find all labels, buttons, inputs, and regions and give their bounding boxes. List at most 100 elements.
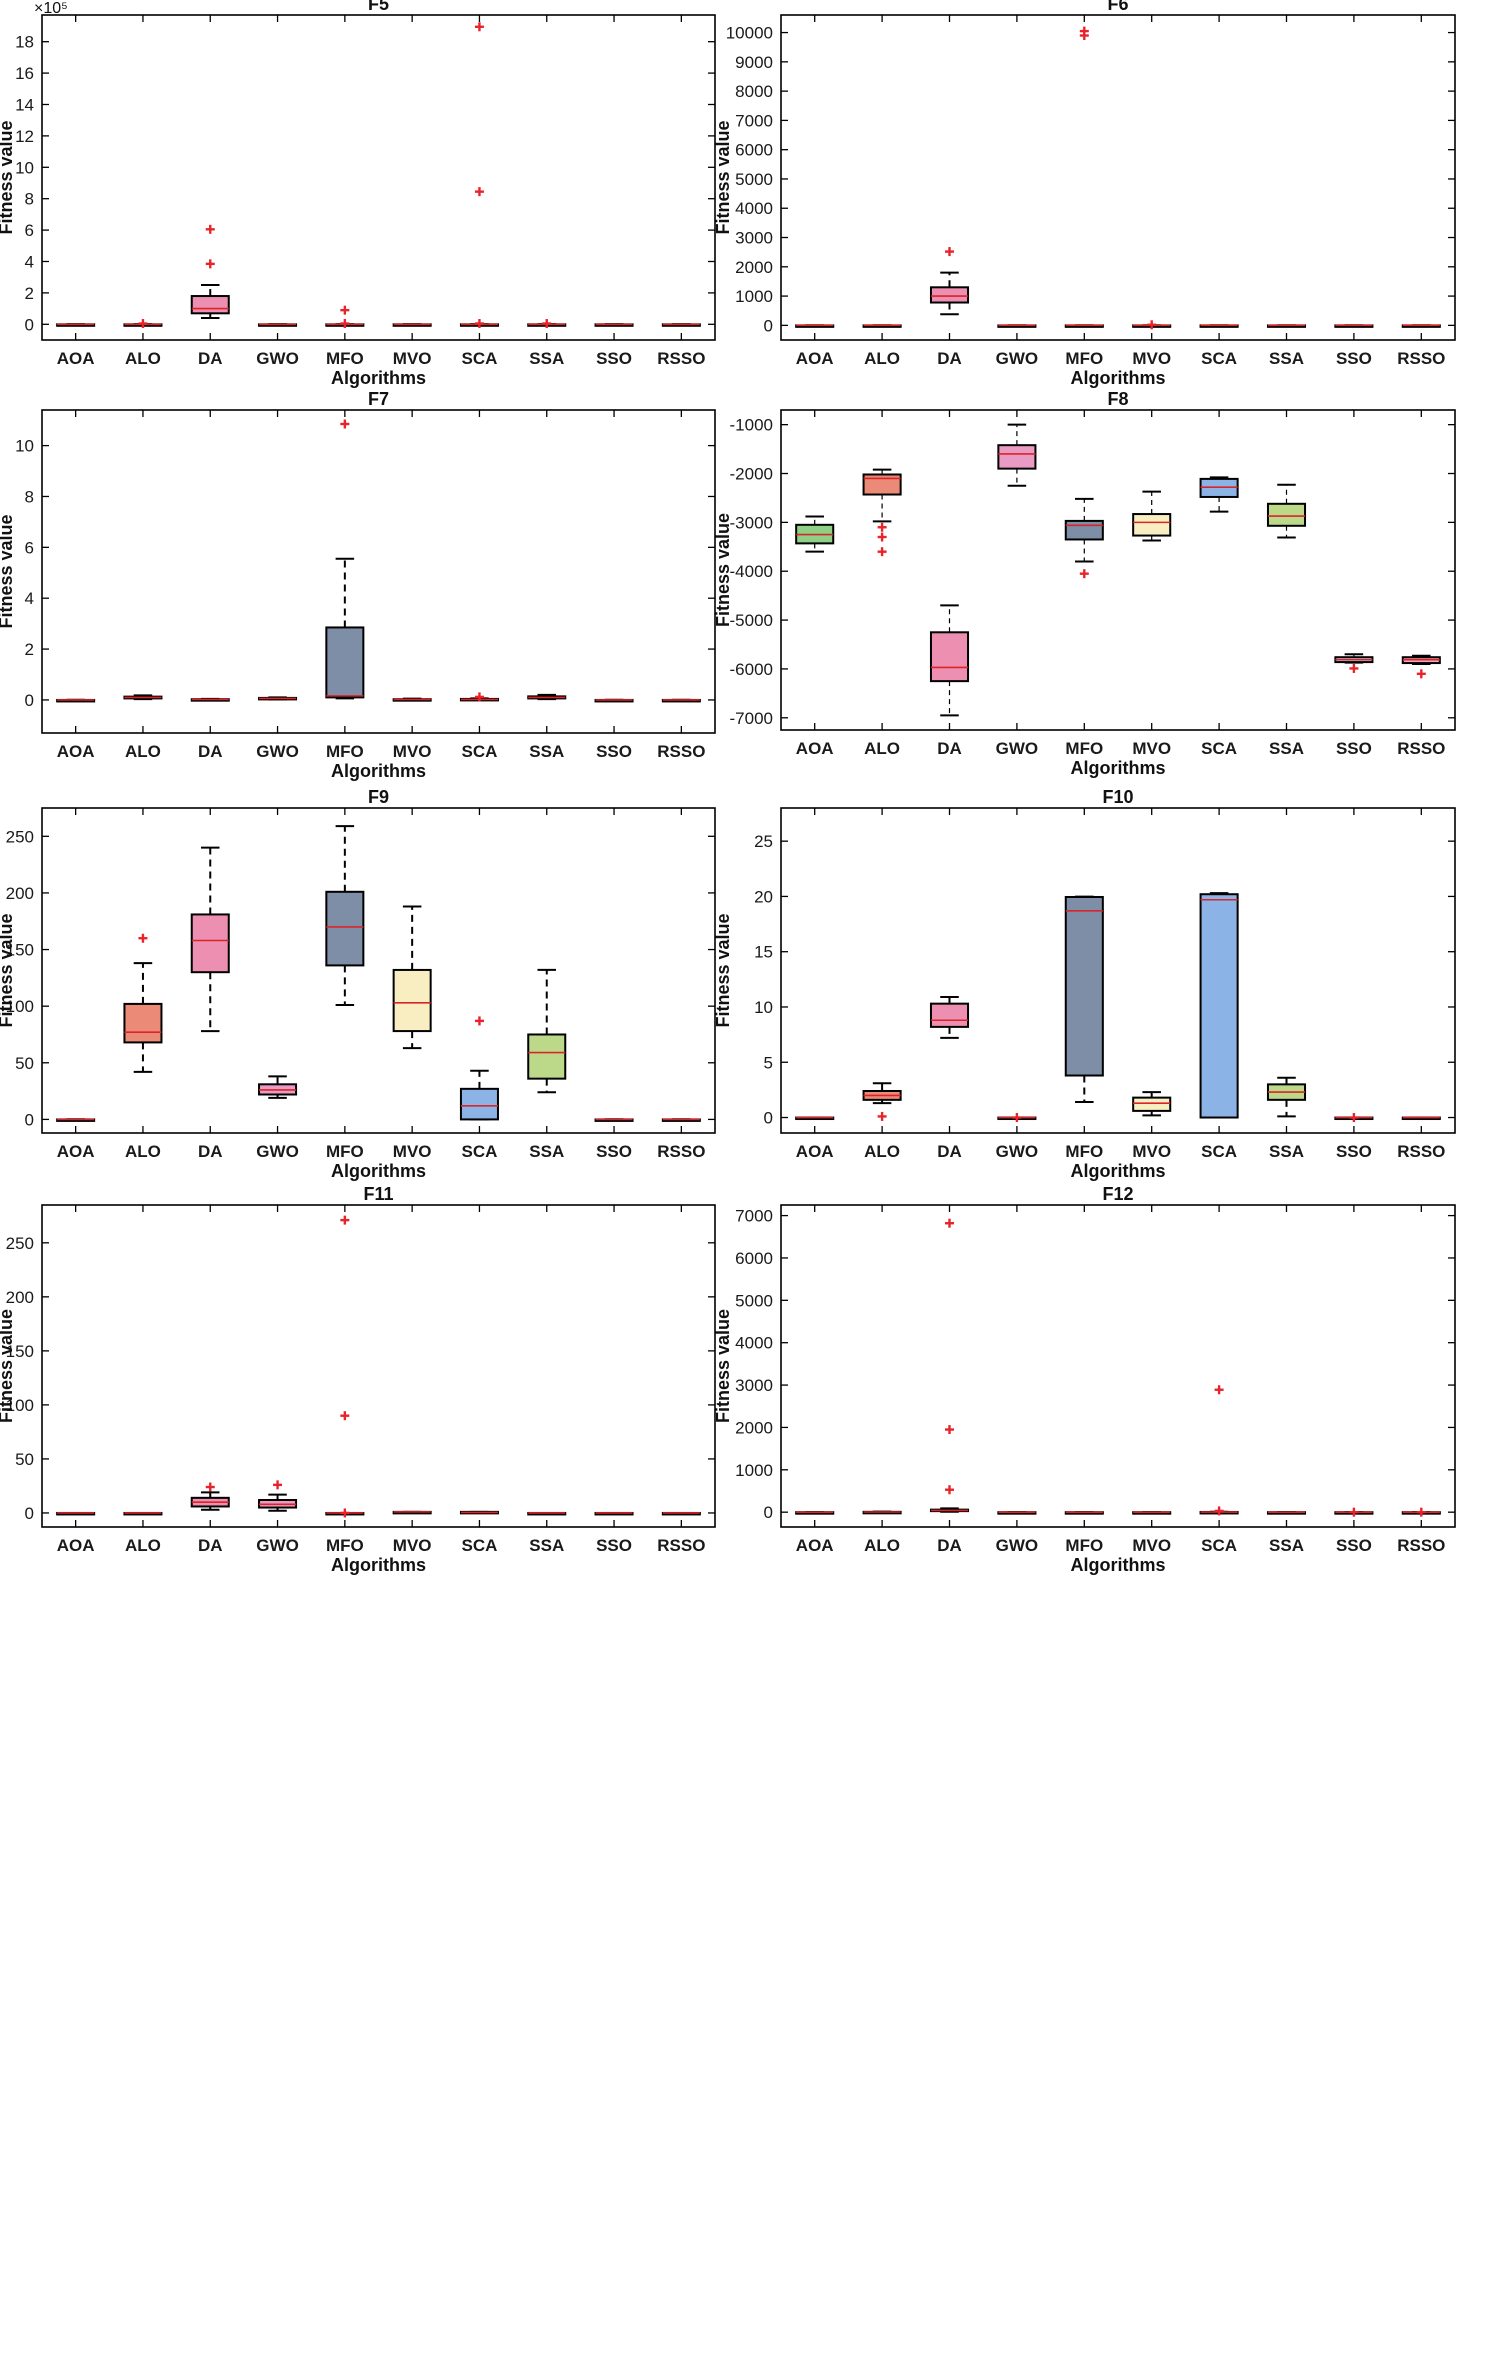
box-sso [594, 698, 634, 703]
category-label-sso: SSO [1336, 1536, 1372, 1555]
box-rsso [1401, 324, 1441, 328]
category-label-alo: ALO [864, 1536, 900, 1555]
iqr-box [325, 890, 365, 967]
box-mfo [325, 1215, 365, 1518]
category-label-sca: SCA [461, 1536, 497, 1555]
box-sca [459, 1016, 499, 1121]
outlier-point [1416, 669, 1426, 679]
box-aoa [795, 1116, 835, 1121]
chart-f5: F5 ×10⁵ 0 2 4 6 8 10 12 14 16 18 Fitness value Algori… [0, 0, 716, 388]
y-tick-label: 8 [25, 487, 34, 506]
y-axis-title: Fitness value [713, 913, 733, 1027]
category-label-gwo: GWO [256, 742, 299, 761]
chart-title: F5 [368, 0, 389, 14]
category-label-gwo: GWO [256, 1536, 299, 1555]
category-label-sca: SCA [1201, 1142, 1237, 1161]
chart-f8: F8 -7000 -6000 -5000 -4000 -3000 -2000 -1000 Fit… [713, 389, 1456, 778]
box-sca [459, 22, 499, 329]
y-tick-label: 200 [6, 1288, 34, 1307]
box-aoa [795, 324, 835, 328]
box-mvo [1132, 1511, 1172, 1515]
category-label-sso: SSO [596, 1142, 632, 1161]
category-label-aoa: AOA [796, 1142, 834, 1161]
y-tick-label: 6000 [735, 141, 773, 160]
chart-title: F10 [1102, 787, 1133, 807]
category-label-ssa: SSA [1269, 739, 1304, 758]
y-tick-label: 6 [25, 538, 34, 557]
y-tick-label: 100 [6, 997, 34, 1016]
box-ssa [1266, 324, 1307, 328]
category-label-gwo: GWO [256, 1142, 299, 1161]
category-label-alo: ALO [125, 1142, 161, 1161]
category-label-ssa: SSA [1269, 349, 1304, 368]
chart-title: F9 [368, 787, 389, 807]
y-tick-label: 10000 [726, 24, 773, 43]
box-alo [123, 694, 163, 701]
y-tick-label: 18 [15, 33, 34, 52]
box-alo [123, 933, 163, 1073]
category-label-ssa: SSA [1269, 1536, 1304, 1555]
plot-frame [41, 14, 716, 341]
category-label-rsso: RSSO [1397, 349, 1445, 368]
y-tick-label: 200 [6, 884, 34, 903]
category-label-mfo: MFO [1065, 739, 1103, 758]
category-label-da: DA [937, 1142, 962, 1161]
y-tick-label: 7000 [735, 1207, 773, 1226]
y-tick-label: 5000 [735, 1291, 773, 1310]
outlier-point [1079, 26, 1089, 36]
category-label-rsso: RSSO [1397, 1536, 1445, 1555]
outlier-point [1349, 663, 1359, 673]
category-label-aoa: AOA [796, 739, 834, 758]
box-alo [123, 1511, 163, 1516]
outlier-point [1349, 1507, 1359, 1517]
plot-frame [780, 807, 1456, 1134]
outlier-point [1214, 1506, 1224, 1516]
category-label-rsso: RSSO [657, 742, 705, 761]
box-rsso [1401, 1507, 1441, 1517]
y-axis-title: Fitness value [0, 1309, 16, 1423]
y-tick-label: 50 [15, 1054, 34, 1073]
category-label-da: DA [937, 1536, 962, 1555]
iqr-box [123, 1002, 163, 1044]
outlier-point [474, 692, 484, 702]
plot-frame [41, 807, 716, 1134]
y-tick-label: -1000 [730, 416, 773, 435]
box-rsso [661, 1511, 701, 1516]
y-tick-label: 0 [25, 315, 34, 334]
category-label-ssa: SSA [529, 349, 564, 368]
iqr-box [1132, 513, 1172, 537]
category-label-sso: SSO [1336, 349, 1372, 368]
box-sso [594, 1511, 634, 1516]
category-label-alo: ALO [125, 1536, 161, 1555]
y-tick-label: 10 [15, 158, 34, 177]
box-aoa [795, 515, 835, 553]
y-tick-label: 6000 [735, 1249, 773, 1268]
y-tick-label: 5000 [735, 170, 773, 189]
box-da [190, 1482, 230, 1511]
category-label-alo: ALO [864, 739, 900, 758]
category-label-mvo: MVO [393, 1142, 432, 1161]
category-label-alo: ALO [125, 349, 161, 368]
iqr-box [1064, 519, 1104, 541]
category-label-mvo: MVO [393, 742, 432, 761]
y-tick-label: 2 [25, 284, 34, 303]
y-tick-label: 10 [15, 437, 34, 456]
box-sca [1199, 1385, 1239, 1516]
box-gwo [258, 323, 298, 327]
category-label-mvo: MVO [1132, 1142, 1171, 1161]
y-tick-label: -5000 [730, 611, 773, 630]
outlier-point [340, 305, 350, 315]
box-aoa [56, 698, 96, 703]
y-tick-label: 250 [6, 827, 34, 846]
category-label-mvo: MVO [393, 349, 432, 368]
chart-title: F12 [1102, 1184, 1133, 1204]
y-tick-label: 16 [15, 64, 34, 83]
y-tick-label: 3000 [735, 1376, 773, 1395]
y-tick-label: 2 [25, 640, 34, 659]
outlier-point [1416, 1507, 1426, 1517]
y-tick-label: 150 [6, 1342, 34, 1361]
outlier-point [1147, 320, 1157, 330]
y-tick-label: 10 [754, 998, 773, 1017]
outlier-point [1349, 1113, 1359, 1123]
category-label-sca: SCA [1201, 349, 1237, 368]
